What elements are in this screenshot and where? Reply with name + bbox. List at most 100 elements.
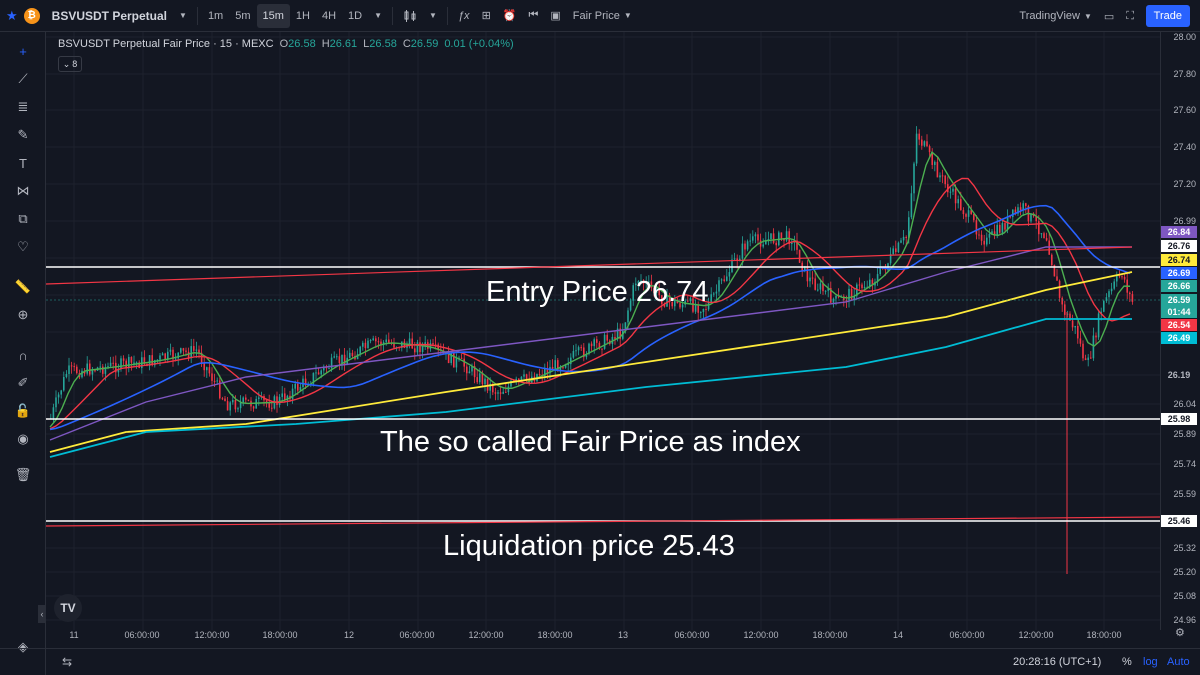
candle-body	[614, 336, 616, 340]
price-axis[interactable]: 28.00 27.80 27.60 27.40 27.20 26.99 26.0…	[1160, 32, 1200, 639]
layout-icon[interactable]: ▭	[1103, 10, 1115, 23]
fullscreen-icon[interactable]: ⛶	[1126, 9, 1134, 22]
time-tick: 13	[617, 630, 629, 640]
time-tick: 06:00:00	[949, 630, 985, 640]
candle-body	[650, 281, 653, 288]
candle-body	[99, 366, 101, 368]
timeframe-1d[interactable]: 1D	[348, 9, 363, 22]
price-chart[interactable]	[46, 32, 1160, 630]
crosshair-icon[interactable]: +	[19, 43, 27, 59]
candle-body	[125, 360, 127, 368]
indicators-fx-icon[interactable]: ƒx	[457, 9, 470, 22]
candle-body	[333, 356, 335, 358]
candle-body	[843, 296, 845, 301]
candle-body	[736, 258, 738, 261]
zoom-icon[interactable]: ⊕	[17, 307, 29, 322]
timeframe-1m[interactable]: 1m	[207, 9, 224, 22]
trade-button[interactable]: Trade	[1145, 5, 1190, 27]
fib-retracement-icon[interactable]: ≣	[17, 99, 29, 114]
candle-body	[213, 380, 216, 382]
lock-icon[interactable]: 🔓	[14, 403, 32, 418]
chart-type-dropdown-icon[interactable]: ▼	[429, 11, 437, 20]
timeframe-4h[interactable]: 4H	[321, 9, 337, 22]
candle-body	[835, 295, 837, 299]
candle-body	[237, 408, 239, 410]
brush-icon[interactable]: ✎	[17, 127, 29, 142]
time-tick: 18:00:00	[1086, 630, 1122, 640]
ruler-icon[interactable]: 📏	[14, 279, 32, 294]
time-tick: 11	[69, 630, 79, 640]
timeframe-dropdown-icon[interactable]: ▼	[374, 11, 383, 20]
brand-select[interactable]: TradingView ▼	[1013, 4, 1097, 28]
symbol-name[interactable]: BSVUSDT Perpetual	[51, 8, 168, 23]
trash-icon[interactable]: 🗑	[14, 467, 32, 482]
candle-body	[1077, 326, 1079, 339]
candle-body	[401, 341, 403, 348]
time-tick: 14	[892, 630, 904, 640]
candle-body	[819, 283, 822, 290]
heart-icon[interactable]: ♡	[17, 239, 29, 254]
candle-body	[1053, 265, 1056, 277]
candle-body	[908, 217, 910, 238]
candle-body	[120, 358, 122, 369]
forecast-icon[interactable]: ⧉	[18, 211, 28, 226]
candle-body	[830, 287, 832, 303]
time-axis[interactable]: 11 06:00:00 12:00:00 18:00:00 12 06:00:0…	[46, 626, 1160, 648]
symbol-dropdown-chevron-icon[interactable]: ▼	[179, 11, 187, 20]
layers-icon[interactable]: ◈	[18, 639, 28, 654]
log-toggle[interactable]: log	[1143, 656, 1158, 668]
eye-icon[interactable]: ◉	[17, 431, 29, 446]
timeframe-1h[interactable]: 1H	[295, 9, 310, 22]
candle-body	[770, 233, 772, 240]
tradingview-logo[interactable]: TV	[54, 594, 82, 622]
candle-body	[271, 407, 273, 409]
candle-body	[208, 367, 211, 374]
pattern-icon[interactable]: ⋈	[16, 183, 30, 198]
candle-body	[1040, 233, 1043, 235]
timeframe-5m[interactable]: 5m	[235, 9, 251, 22]
candle-body	[1100, 311, 1102, 314]
candle-body	[991, 231, 993, 234]
candle-body	[219, 380, 221, 399]
timeframe-15m[interactable]: 15m	[256, 3, 290, 28]
chart-area[interactable]	[46, 32, 1160, 630]
camera-icon[interactable]: ▣	[550, 10, 561, 22]
candle-body	[372, 338, 374, 341]
candle-body	[655, 288, 658, 294]
chevron-down-icon: ⌄	[62, 58, 71, 69]
candle-body	[518, 378, 520, 381]
candle-body	[806, 266, 809, 282]
candle-body	[731, 259, 733, 273]
magnet-icon[interactable]: ∩	[18, 347, 28, 363]
candles-type-icon[interactable]	[397, 4, 423, 28]
auto-toggle[interactable]: Auto	[1167, 656, 1190, 668]
replay-icon[interactable]: ⏮	[528, 9, 539, 21]
indicators-toggle[interactable]: ⌄ 8	[58, 56, 82, 72]
settings-gear-icon[interactable]: ⚙	[1175, 627, 1185, 639]
trend-line-icon[interactable]: ⟋	[18, 71, 28, 86]
time-tick: 12	[343, 630, 355, 640]
candle-body	[856, 284, 858, 297]
candle-body	[169, 349, 172, 352]
text-icon[interactable]: T	[19, 155, 27, 171]
candle-body	[294, 383, 296, 389]
favorite-star-icon[interactable]: ★	[6, 7, 18, 23]
candle-body	[676, 300, 679, 304]
date-range-icon[interactable]: ⇆	[62, 655, 73, 669]
candle-body	[900, 240, 902, 243]
clock-timezone[interactable]: 20:28:16 (UTC+1)	[1013, 656, 1102, 668]
candle-body	[239, 402, 242, 409]
price-type-select[interactable]: Fair Price ▼	[567, 4, 638, 28]
percent-toggle[interactable]: %	[1122, 656, 1132, 668]
lock-drawing-icon[interactable]: ✐	[17, 375, 29, 390]
candle-body	[107, 366, 109, 368]
candle-body	[195, 349, 198, 351]
candle-body	[55, 397, 57, 408]
candle-body	[562, 367, 564, 369]
candle-body	[915, 133, 918, 164]
collapse-toolbar-icon[interactable]: ‹	[38, 605, 46, 623]
alert-icon[interactable]: ⏰	[502, 10, 517, 22]
templates-icon[interactable]: ⊞	[481, 10, 491, 22]
candle-body	[744, 243, 746, 250]
candle-body	[1087, 357, 1089, 361]
